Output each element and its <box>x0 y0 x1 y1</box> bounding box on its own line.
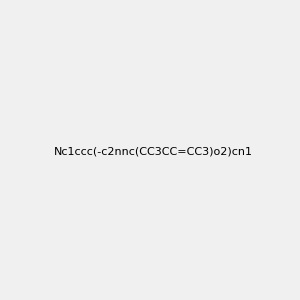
Text: Nc1ccc(-c2nnc(CC3CC=CC3)o2)cn1: Nc1ccc(-c2nnc(CC3CC=CC3)o2)cn1 <box>54 146 253 157</box>
